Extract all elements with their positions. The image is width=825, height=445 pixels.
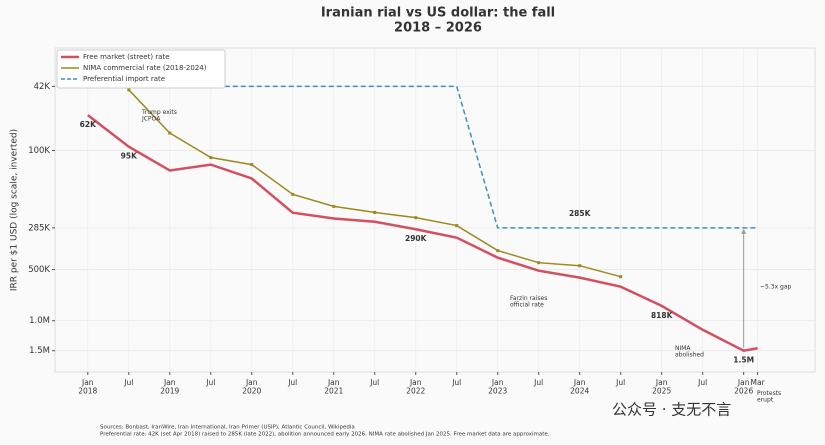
series-line [87,114,758,353]
chart-subtitle: 2018 – 2026 [394,21,482,36]
x-tick-label: Jan 2026 [734,378,753,395]
y-tick-label: 285K [28,223,50,233]
x-tick-label: Jan 2022 [406,378,425,395]
watermark: 公众号 · 支无不言 [612,401,731,419]
legend-label: Free market (street) rate [83,53,170,61]
marker [250,163,254,167]
x-tick-label: Jan 2020 [242,378,261,395]
x-tick-label: Jul [451,378,461,387]
value-label: 1.5M [733,356,754,365]
x-tick-label: Jan 2019 [160,378,179,395]
marker [373,210,377,214]
x-tick-label: Jul [287,378,297,387]
annotation: NIMA abolished [675,345,704,359]
legend-label: Preferential import rate [83,75,165,83]
series-line [128,85,758,229]
marker [537,261,541,265]
y-tick-label: 500K [28,265,50,275]
value-label: 818K [651,311,674,320]
y-tick-label: 1.5M [29,346,50,356]
x-tick-label: Jan 2024 [570,378,589,395]
marker [127,88,131,92]
value-label: 62K [80,120,97,129]
legend-box [56,49,226,89]
plot-area [54,47,816,373]
x-tick-label: Jan 2021 [324,378,343,395]
chart-title: Iranian rial vs US dollar: the fall [321,6,555,21]
gap-arrow-head [741,228,747,234]
marker [578,264,582,268]
legend-label: NIMA commercial rate (2018-2024) [83,64,207,72]
x-tick-label: Jul [533,378,543,387]
annotation: Protests erupt [757,390,781,404]
value-label: 285K [569,209,592,218]
sources: Sources: Bonbast, IranWire, Iran Interna… [100,425,355,431]
marker [414,216,418,220]
value-label: 290K [405,234,428,243]
y-tick-label: 42K [34,82,51,92]
marker [291,192,295,196]
marker [455,224,459,228]
y-axis-label: IRR per $1 USD (log scale, inverted) [10,129,20,291]
x-tick-label: Jan 2018 [78,378,97,395]
note: Preferential rate: 42K (set Apr 2018) ra… [100,432,550,438]
marker [496,249,500,253]
x-tick-label: Jan 2025 [652,378,671,395]
y-tick-label: 100K [28,146,50,156]
x-tick-label: Jul [615,378,625,387]
x-tick-label: Mar [751,378,766,387]
marker [168,131,172,135]
marker [332,204,336,208]
x-tick-label: Jan 2023 [488,378,507,395]
x-tick-label: Jul [123,378,133,387]
x-tick-label: Jul [205,378,215,387]
y-tick-label: 1.0M [29,316,50,326]
x-tick-label: Jul [369,378,379,387]
annotation: Trump exits JCPOA [141,109,177,123]
annotation: ~5.3x gap [760,284,792,291]
x-tick-label: Jul [697,378,707,387]
marker [209,156,213,160]
annotation: Farzin raises official rate [510,295,547,309]
value-label: 95K [121,152,138,161]
marker [619,275,623,279]
